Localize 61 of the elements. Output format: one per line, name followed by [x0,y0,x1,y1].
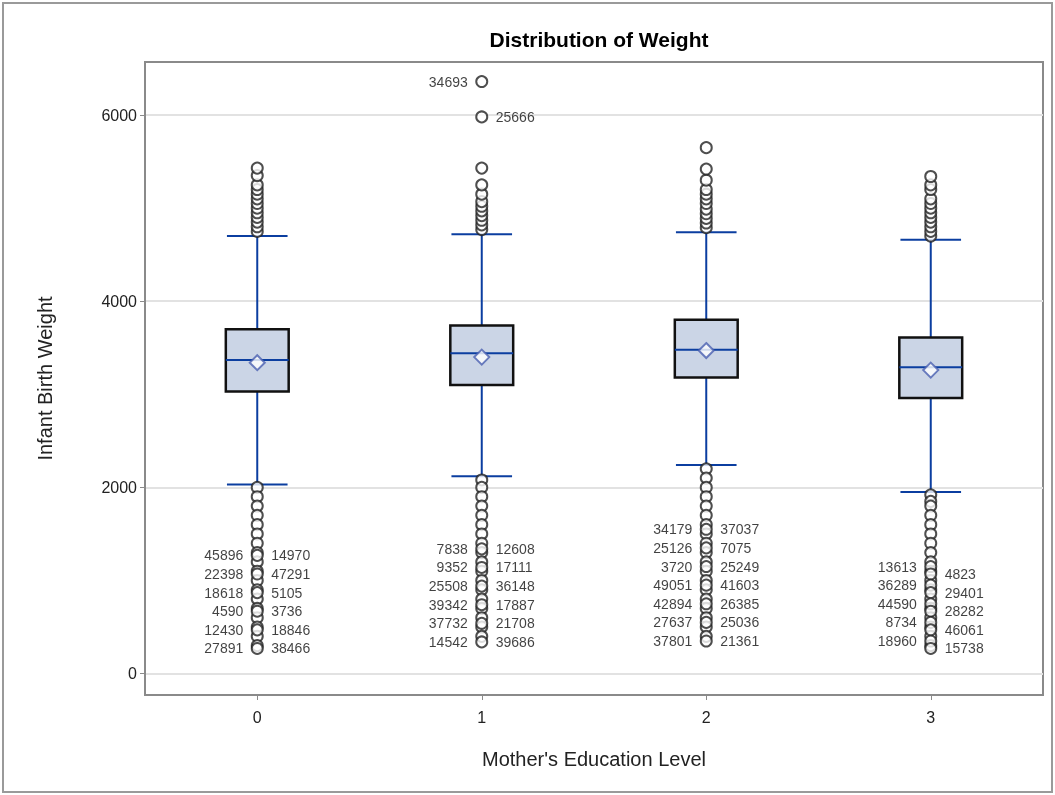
annotation: 37037 [720,521,760,538]
annotation: 22398 [204,565,244,582]
annotation: 25126 [653,539,693,556]
annotation: 28282 [944,603,984,620]
annotation: 9352 [436,559,468,576]
y-tick-label: 2000 [101,478,138,496]
x-tick-label: 0 [252,708,262,726]
annotation: 7075 [720,539,752,556]
annotation: 38466 [271,640,311,657]
annotation: 21708 [495,615,535,632]
y-tick-label: 4000 [101,292,138,310]
annotation: 12430 [204,621,244,638]
annotation: 25036 [720,614,760,631]
annotation: 44590 [877,595,917,612]
annotation: 8734 [885,614,917,631]
annotation: 18846 [271,621,311,638]
annotation: 49051 [653,577,693,594]
annotation: 26385 [720,595,760,612]
annotation: 47291 [271,565,311,582]
annotation: 5105 [271,584,303,601]
y-tick-label: 0 [128,665,138,683]
annotation: 41603 [720,577,760,594]
annotation: 25249 [720,558,760,575]
annotation: 36148 [495,578,535,595]
annotation: 4590 [212,603,244,620]
annotation: 25508 [428,578,468,595]
annotation: 17111 [495,559,533,576]
annotation: 39686 [495,633,535,650]
annotation: 27891 [204,640,244,657]
y-tick-label: 6000 [101,106,138,124]
annotation: 18618 [204,584,244,601]
annotation: 18960 [877,633,917,650]
annotation: 46061 [944,621,984,638]
annotation: 25666 [495,108,535,125]
annotation: 34179 [653,521,693,538]
annotation: 27637 [653,614,693,631]
x-tick-label: 2 [701,708,711,726]
annotation: 42894 [653,595,693,612]
y-axis-title: Infant Birth Weight [34,295,56,461]
annotation: 36289 [877,577,917,594]
annotation: 7838 [436,540,468,557]
x-tick-label: 3 [926,708,936,726]
annotation: 3720 [661,558,693,575]
annotation: 45896 [204,547,244,564]
annotation: 37801 [653,633,693,650]
x-tick-label: 1 [477,708,487,726]
annotation: 12608 [495,540,535,557]
annotation: 21361 [720,633,760,650]
annotation: 13613 [877,558,917,575]
x-axis-title: Mother's Education Level [482,748,706,770]
annotation: 4823 [944,565,977,582]
chart-title: Distribution of Weight [489,28,709,51]
annotation: 29401 [944,584,984,601]
annotation: 39342 [428,596,468,613]
annotation: 34693 [428,73,468,90]
annotation: 3736 [271,603,303,620]
annotation: 15738 [944,640,984,657]
annotation: 37732 [428,615,468,632]
annotation: 14970 [271,547,311,564]
annotation: 14542 [428,633,468,650]
annotation: 17887 [495,596,535,613]
